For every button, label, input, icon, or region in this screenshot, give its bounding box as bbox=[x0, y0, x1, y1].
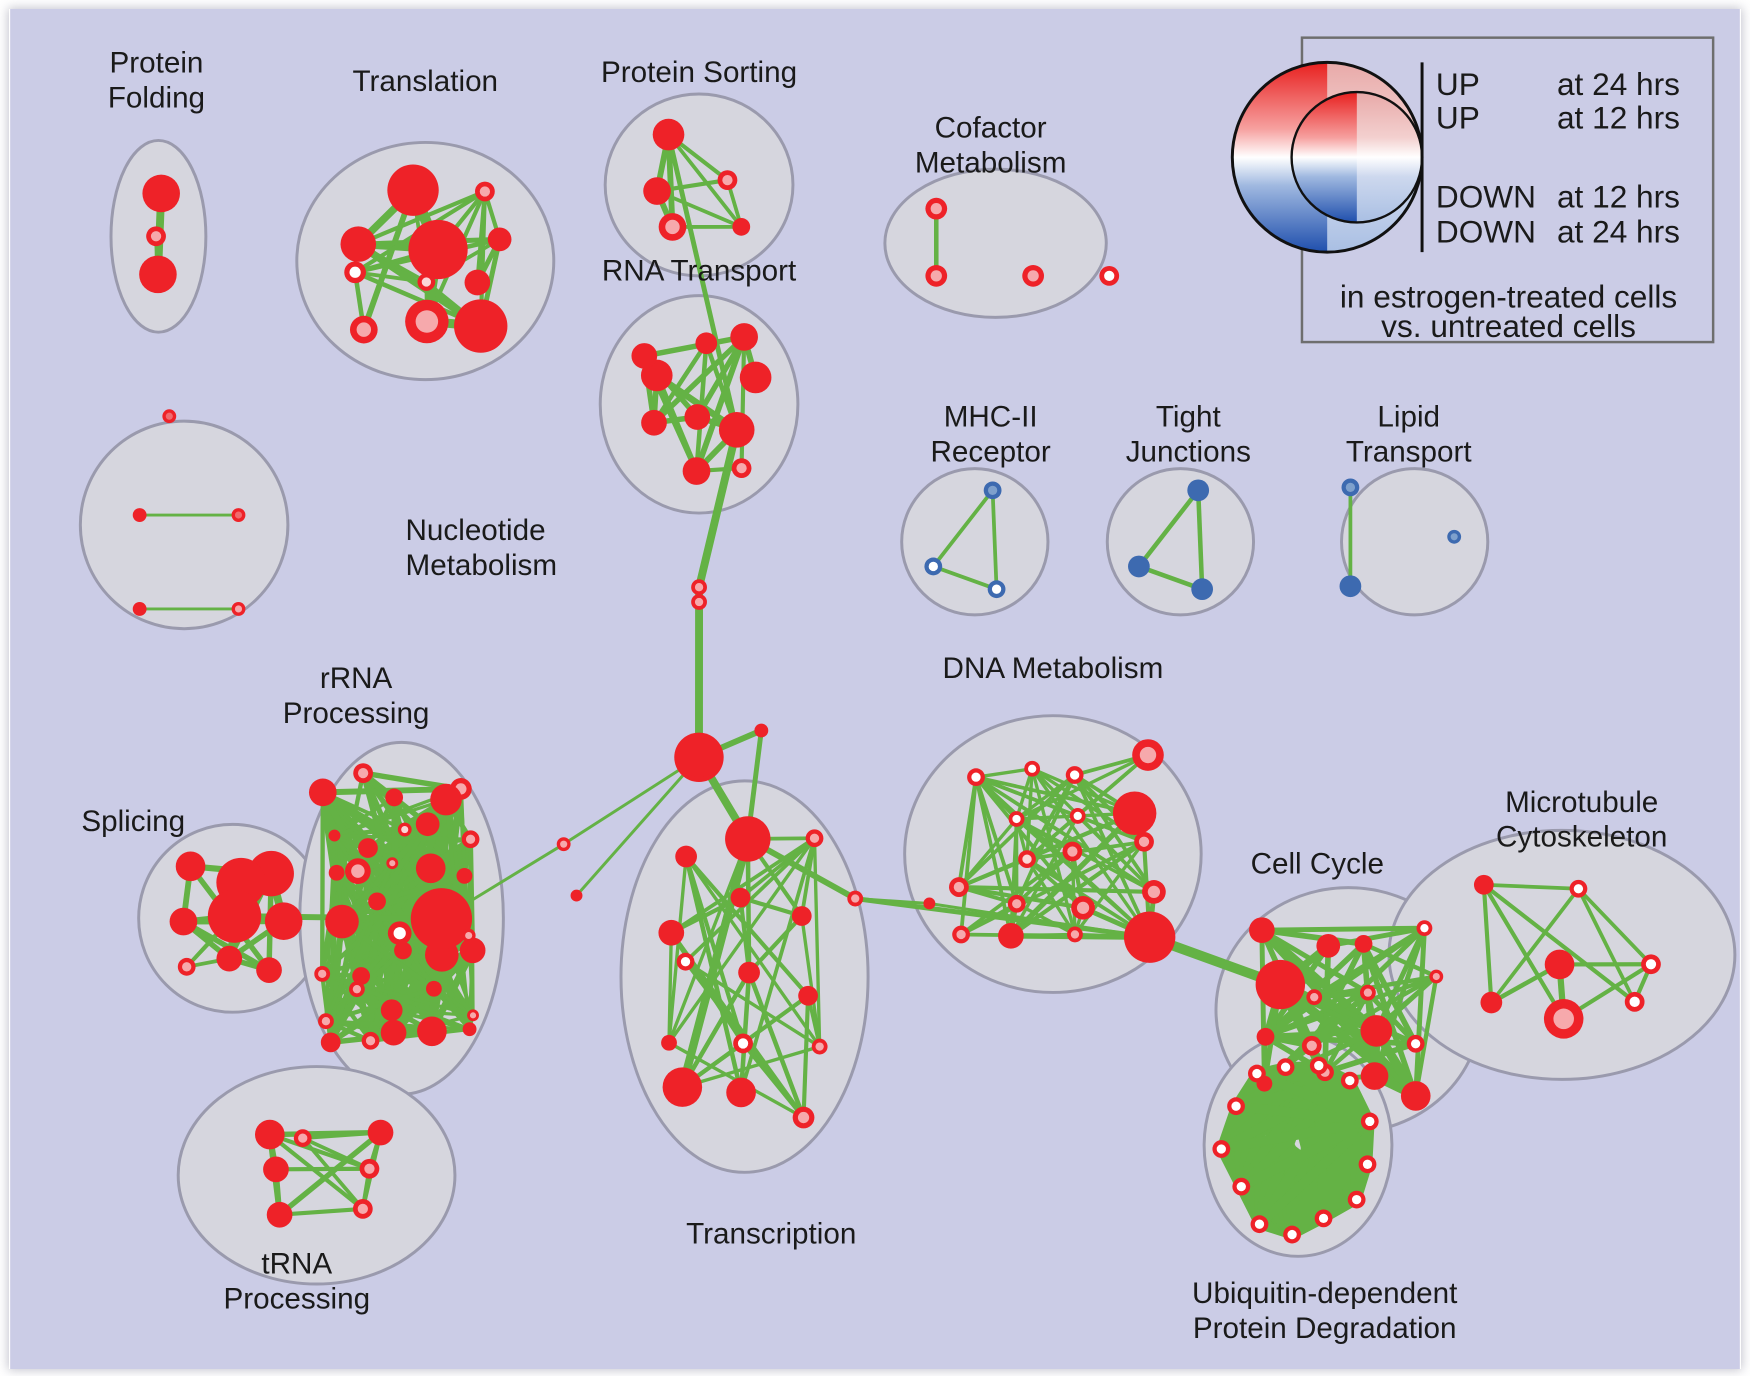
svg-text:UP: UP bbox=[1436, 66, 1480, 102]
svg-text:DNA Metabolism: DNA Metabolism bbox=[943, 652, 1164, 685]
svg-text:rRNA: rRNA bbox=[320, 662, 393, 695]
svg-text:Lipid: Lipid bbox=[1377, 400, 1440, 433]
svg-text:Processing: Processing bbox=[283, 697, 430, 730]
svg-text:Protein Sorting: Protein Sorting bbox=[601, 56, 797, 89]
svg-text:vs. untreated cells: vs. untreated cells bbox=[1381, 308, 1636, 344]
svg-text:Cell Cycle: Cell Cycle bbox=[1251, 848, 1384, 881]
svg-text:Metabolism: Metabolism bbox=[406, 549, 558, 582]
svg-text:Microtubule: Microtubule bbox=[1505, 786, 1658, 819]
svg-text:Transcription: Transcription bbox=[686, 1217, 856, 1250]
svg-text:tRNA: tRNA bbox=[261, 1247, 332, 1280]
svg-text:RNA Transport: RNA Transport bbox=[602, 255, 797, 288]
svg-text:Transport: Transport bbox=[1346, 435, 1473, 468]
svg-text:DOWN: DOWN bbox=[1436, 179, 1536, 215]
svg-text:Metabolism: Metabolism bbox=[915, 147, 1067, 180]
svg-text:MHC-II: MHC-II bbox=[944, 400, 1038, 433]
svg-text:at 12 hrs: at 12 hrs bbox=[1557, 100, 1680, 136]
svg-text:Nucleotide: Nucleotide bbox=[406, 514, 546, 547]
svg-text:Tight: Tight bbox=[1156, 400, 1222, 433]
svg-text:at 24 hrs: at 24 hrs bbox=[1557, 66, 1680, 102]
svg-text:Splicing: Splicing bbox=[81, 805, 185, 838]
svg-text:at 12 hrs: at 12 hrs bbox=[1557, 179, 1680, 215]
svg-text:Protein: Protein bbox=[109, 46, 203, 79]
svg-text:at 24 hrs: at 24 hrs bbox=[1557, 213, 1680, 249]
svg-text:Ubiquitin-dependent: Ubiquitin-dependent bbox=[1192, 1277, 1458, 1310]
svg-text:UP: UP bbox=[1436, 100, 1480, 136]
svg-text:Processing: Processing bbox=[223, 1282, 370, 1315]
svg-text:Cytoskeleton: Cytoskeleton bbox=[1496, 821, 1667, 854]
svg-text:Junctions: Junctions bbox=[1126, 435, 1251, 468]
svg-text:Receptor: Receptor bbox=[930, 435, 1050, 468]
svg-text:Folding: Folding bbox=[108, 81, 205, 114]
svg-text:Translation: Translation bbox=[353, 65, 499, 98]
svg-text:Cofactor: Cofactor bbox=[935, 112, 1047, 145]
svg-text:DOWN: DOWN bbox=[1436, 213, 1536, 249]
svg-text:Protein Degradation: Protein Degradation bbox=[1193, 1312, 1457, 1345]
